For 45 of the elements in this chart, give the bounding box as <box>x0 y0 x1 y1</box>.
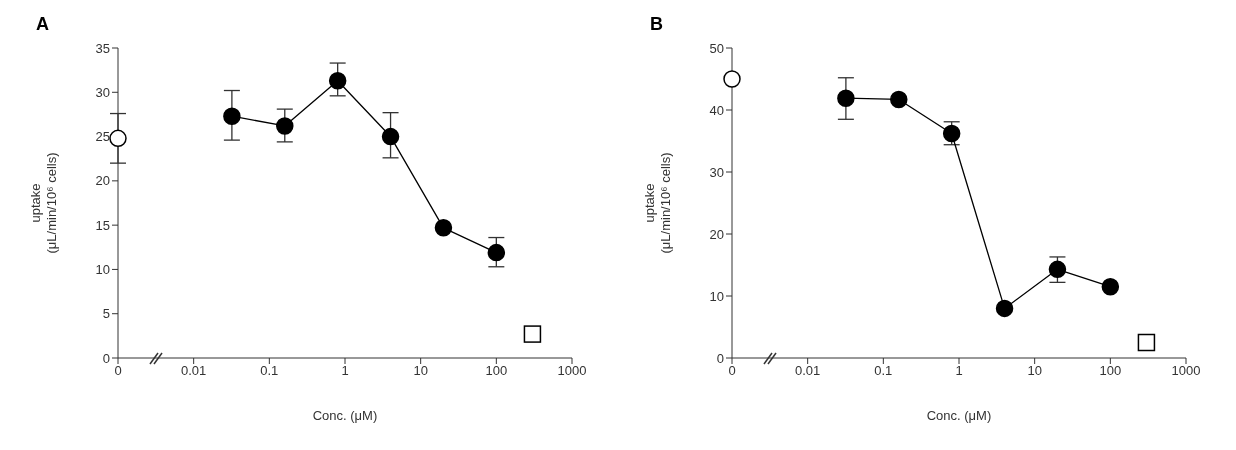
x-tick-label: 0 <box>114 363 122 379</box>
y-tick-label: 15 <box>95 217 110 233</box>
x-tick-label: 1000 <box>557 363 587 379</box>
y-tick-label: 5 <box>102 306 110 322</box>
x-tick-label: 1 <box>955 363 963 379</box>
y-tick-label: 50 <box>709 40 724 56</box>
point <box>995 299 1014 318</box>
x-tick-label: 10 <box>413 363 428 379</box>
y-tick-label: 0 <box>102 350 110 366</box>
y-tick-label: 40 <box>709 102 724 118</box>
x-tick-label: 0.1 <box>874 363 893 379</box>
y-tick-label: 0 <box>716 350 724 366</box>
point <box>1048 260 1067 279</box>
x-tick-label: 100 <box>1099 363 1122 379</box>
y-tick-label: 10 <box>709 288 724 304</box>
x-tick-label: 1 <box>341 363 349 379</box>
x-tick-label: 1000 <box>1171 363 1201 379</box>
y-tick-label: 35 <box>95 40 110 56</box>
chart-title: A <box>36 14 49 35</box>
y-tick-label: 30 <box>95 84 110 100</box>
x-tick-label: 0.01 <box>795 363 821 379</box>
point <box>276 117 294 135</box>
point <box>328 72 347 90</box>
point <box>890 90 908 109</box>
chart-title: B <box>650 14 663 35</box>
y-tick-label: 20 <box>95 173 110 189</box>
x-axis-title: Conc. (μM) <box>312 408 378 423</box>
x-tick-label: 0 <box>728 363 736 379</box>
point <box>487 243 506 262</box>
point <box>1101 277 1120 296</box>
x-tick-label: 0.01 <box>181 363 207 379</box>
y-tick-label: 20 <box>709 226 724 242</box>
point <box>837 89 855 107</box>
y-tick-label: 25 <box>95 129 110 145</box>
point <box>223 107 241 125</box>
y-axis-title: uptake (μL/min/10⁶ cells) <box>642 152 673 254</box>
x-tick-label: 0.1 <box>260 363 279 379</box>
x-axis-title: Conc. (μM) <box>926 408 992 423</box>
point <box>381 127 400 146</box>
x-tick-label: 100 <box>485 363 508 379</box>
point <box>434 219 453 237</box>
y-tick-label: 10 <box>95 262 110 278</box>
y-axis-title: uptake (μL/min/10⁶ cells) <box>28 152 59 254</box>
y-tick-label: 30 <box>709 164 724 180</box>
x-tick-label: 10 <box>1027 363 1042 379</box>
